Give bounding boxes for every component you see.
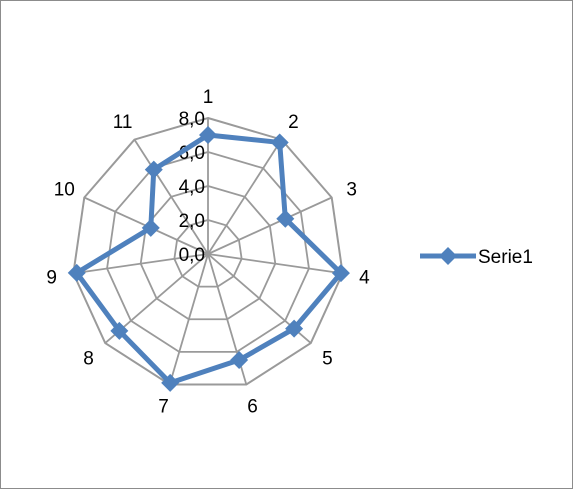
grid-spoke [207, 139, 283, 255]
data-point [161, 373, 180, 392]
grid-spoke [207, 253, 343, 275]
data-point [285, 319, 304, 338]
category-label: 3 [346, 179, 357, 200]
data-point [144, 160, 163, 179]
data-point [141, 218, 160, 237]
legend-marker [439, 247, 457, 265]
legend: Serie1 [420, 247, 533, 268]
data-point [199, 126, 217, 144]
grid-ring [173, 219, 243, 288]
data-point [276, 209, 295, 228]
category-labels: 1 2 3 4 5 6 7 8 9 10 11 [46, 87, 370, 418]
category-label: 2 [288, 112, 299, 133]
category-label: 5 [322, 348, 333, 369]
grid-spoke [133, 139, 209, 255]
series-serie1 [67, 126, 350, 392]
radial-tick-label: 0,0 [179, 245, 205, 266]
category-label: 8 [83, 348, 94, 369]
data-point [67, 263, 86, 282]
grid-ring [72, 116, 344, 386]
data-point [230, 351, 249, 370]
series-line [74, 132, 344, 386]
category-label: 6 [247, 397, 258, 418]
data-point [270, 133, 289, 152]
grid-ring [106, 151, 310, 353]
grid-spoke [73, 253, 209, 275]
grid-spoke [168, 253, 209, 385]
data-point [110, 321, 129, 340]
data-point [331, 264, 350, 283]
category-label: 10 [54, 179, 75, 200]
radial-tick-label: 2,0 [179, 211, 205, 232]
category-label: 4 [359, 267, 370, 288]
category-label: 11 [113, 112, 133, 133]
legend-label: Serie1 [478, 247, 533, 268]
grid-spoke [207, 196, 333, 255]
radial-tick-label: 8,0 [179, 109, 205, 130]
radial-tick-label: 4,0 [179, 177, 205, 198]
category-label: 1 [203, 87, 214, 108]
category-label: 7 [158, 397, 169, 418]
radar-grid [72, 116, 344, 386]
category-label: 9 [46, 267, 57, 288]
